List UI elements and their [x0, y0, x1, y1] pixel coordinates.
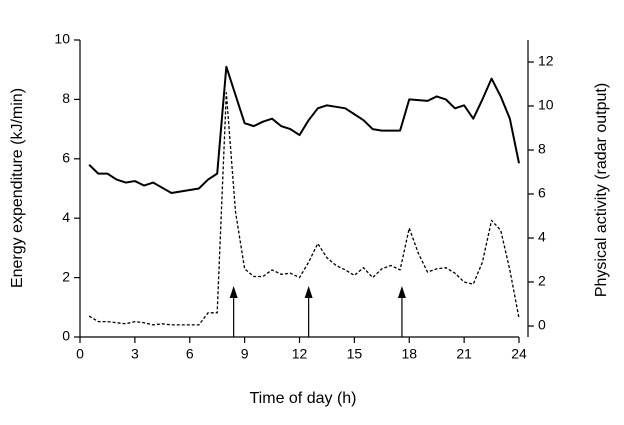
- y-tick-label: 8: [62, 90, 70, 106]
- x-tick-label: 12: [292, 346, 308, 362]
- x-tick-label: 15: [347, 346, 363, 362]
- x-tick-label: 21: [456, 346, 472, 362]
- y-tick-label: 2: [62, 268, 70, 284]
- arrow-head: [304, 286, 313, 298]
- arrow-head: [229, 286, 238, 298]
- y-tick-label: 0: [62, 328, 70, 344]
- y-tick-label: 10: [54, 31, 70, 47]
- y2-tick-label: 4: [538, 229, 546, 245]
- x-tick-label: 3: [131, 346, 139, 362]
- y-tick-label: 6: [62, 150, 70, 166]
- y2-tick-label: 10: [538, 97, 554, 113]
- y2-tick-label: 0: [538, 317, 546, 333]
- y2-tick-label: 8: [538, 141, 546, 157]
- x-tick-label: 9: [241, 346, 249, 362]
- data-line: [88, 92, 520, 326]
- y-tick-label: 4: [62, 209, 70, 225]
- arrow-head: [397, 286, 406, 298]
- x-tick-label: 24: [511, 346, 527, 362]
- y2-tick-label: 2: [538, 273, 546, 289]
- x-tick-label: 0: [76, 346, 84, 362]
- y2-tick-label: 6: [538, 185, 546, 201]
- y2-tick-label: 12: [538, 53, 554, 69]
- y2-axis-title: Physical activity (radar output): [593, 83, 610, 297]
- x-tick-label: 18: [401, 346, 417, 362]
- x-tick-label: 6: [186, 346, 194, 362]
- data-line: [88, 65, 520, 194]
- x-axis-title: Time of day (h): [250, 390, 357, 407]
- y-axis-title: Energy expenditure (kJ/min): [9, 88, 26, 288]
